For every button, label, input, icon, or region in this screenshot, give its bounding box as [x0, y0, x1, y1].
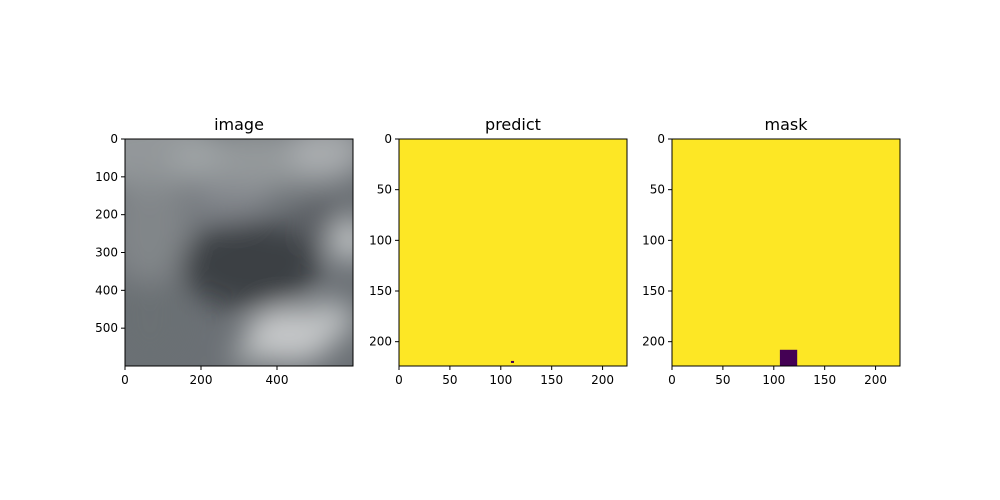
y-tick-label: 500 — [95, 321, 118, 335]
y-tick-label: 200 — [642, 335, 665, 349]
mask-heatmap — [672, 139, 900, 366]
panel-mask: mask — [671, 115, 901, 367]
x-tick-label: 50 — [442, 373, 457, 387]
panel-image: image — [124, 115, 354, 367]
y-tick-label: 100 — [95, 170, 118, 184]
x-tick-label: 200 — [591, 373, 614, 387]
x-tick-label: 50 — [715, 373, 730, 387]
y-tick-label: 200 — [369, 335, 392, 349]
panel-predict: predict — [398, 115, 628, 367]
y-tick-label: 50 — [650, 183, 665, 197]
heatmap-background — [672, 139, 900, 366]
y-tick-label: 0 — [384, 132, 392, 146]
y-tick-label: 300 — [95, 246, 118, 260]
x-tick-label: 200 — [864, 373, 887, 387]
y-tick-label: 100 — [642, 233, 665, 247]
low-value-region — [779, 349, 798, 366]
y-tick-label: 50 — [377, 183, 392, 197]
x-tick-label: 150 — [813, 373, 836, 387]
y-tick-label: 100 — [369, 233, 392, 247]
axes-frame — [671, 138, 901, 367]
x-tick-label: 150 — [540, 373, 563, 387]
y-tick-label: 0 — [110, 132, 118, 146]
y-tick-label: 150 — [642, 284, 665, 298]
low-value-region — [510, 360, 515, 363]
x-tick-label: 0 — [121, 373, 129, 387]
cloud-photo — [125, 139, 353, 366]
x-tick-label: 100 — [489, 373, 512, 387]
x-tick-label: 400 — [266, 373, 289, 387]
panel-title: mask — [765, 115, 809, 134]
x-tick-label: 200 — [190, 373, 213, 387]
y-tick-label: 400 — [95, 283, 118, 297]
panel-title: image — [214, 115, 264, 134]
axes-frame — [398, 138, 628, 367]
x-tick-label: 0 — [668, 373, 676, 387]
y-tick-label: 200 — [95, 208, 118, 222]
x-tick-label: 100 — [762, 373, 785, 387]
y-tick-label: 150 — [369, 284, 392, 298]
y-tick-label: 0 — [657, 132, 665, 146]
x-tick-label: 0 — [395, 373, 403, 387]
panel-title: predict — [485, 115, 541, 134]
heatmap-background — [399, 139, 627, 366]
prediction-heatmap — [399, 139, 627, 366]
